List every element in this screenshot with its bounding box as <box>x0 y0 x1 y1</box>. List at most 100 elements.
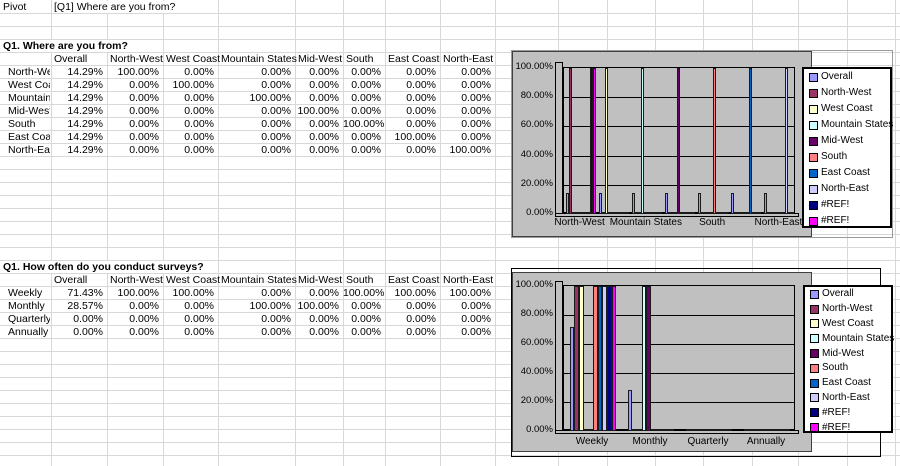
value-cell[interactable]: 0.00% <box>129 131 159 143</box>
value-cell[interactable]: 0.00% <box>184 326 214 338</box>
row-label-cell[interactable]: Weekly <box>8 287 43 299</box>
chart-bar[interactable] <box>753 429 758 431</box>
value-cell[interactable]: 0.00% <box>406 92 436 104</box>
chart-bar[interactable] <box>643 212 647 214</box>
value-cell[interactable]: 0.00% <box>184 131 214 143</box>
chart-bar[interactable] <box>613 212 617 214</box>
row-label-cell[interactable]: North-East <box>8 144 50 156</box>
chart-bar[interactable] <box>686 212 689 214</box>
chart-bar[interactable] <box>637 429 642 431</box>
value-cell[interactable]: 0.00% <box>129 92 159 104</box>
chart-bar[interactable] <box>674 212 677 214</box>
chart-bar[interactable] <box>597 286 603 431</box>
value-cell[interactable]: 0.00% <box>461 118 491 130</box>
chart-bar[interactable] <box>606 286 612 431</box>
chart-bar[interactable] <box>610 212 614 214</box>
column-header-cell[interactable]: South <box>346 53 374 65</box>
legend-entry[interactable]: Mid-West <box>804 133 890 149</box>
value-cell[interactable]: 0.00% <box>129 118 159 130</box>
chart-bar[interactable] <box>690 429 696 431</box>
value-cell[interactable]: 0.00% <box>261 131 291 143</box>
chart-bar[interactable] <box>692 212 695 214</box>
chart-bar[interactable] <box>785 429 791 431</box>
value-cell[interactable]: 0.00% <box>309 92 339 104</box>
column-header-cell[interactable]: South <box>346 274 374 286</box>
value-cell[interactable]: 14.29% <box>67 144 103 156</box>
chart-bar[interactable] <box>776 429 781 431</box>
value-cell[interactable]: 100.00% <box>394 287 436 299</box>
chart-bar[interactable] <box>689 212 692 214</box>
row-label-cell[interactable]: South <box>8 118 36 130</box>
chart-bar[interactable] <box>713 429 719 431</box>
chart-bar[interactable] <box>586 212 590 214</box>
row-label-cell[interactable]: Annually <box>8 326 49 338</box>
chart-bar[interactable] <box>718 429 723 431</box>
chart-bar[interactable] <box>632 429 638 431</box>
chart-bar[interactable] <box>583 212 587 214</box>
chart-bar[interactable] <box>664 429 670 431</box>
value-cell[interactable]: 100.00% <box>249 300 291 312</box>
value-cell[interactable]: 28.57% <box>67 300 103 312</box>
legend-entry[interactable]: North-East <box>804 181 890 197</box>
chart-bar[interactable] <box>764 193 768 214</box>
chart-bar[interactable] <box>685 429 691 431</box>
chart-bar[interactable] <box>598 193 602 214</box>
column-header-cell[interactable]: West Coast <box>166 274 221 286</box>
value-cell[interactable]: 0.00% <box>261 326 291 338</box>
chart-bar[interactable] <box>725 212 729 214</box>
value-cell[interactable]: 0.00% <box>351 92 381 104</box>
value-cell[interactable]: 14.29% <box>67 105 103 117</box>
chart-bar[interactable] <box>770 212 774 214</box>
value-cell[interactable]: 0.00% <box>309 118 339 130</box>
legend-entry[interactable]: Mountain States <box>805 331 894 346</box>
chart-bar[interactable] <box>649 212 653 214</box>
cell-pivot[interactable]: Pivot <box>3 1 27 13</box>
chart-plot-area[interactable] <box>563 285 795 431</box>
value-cell[interactable]: 0.00% <box>461 300 491 312</box>
value-cell[interactable]: 0.00% <box>406 118 436 130</box>
value-cell[interactable]: 0.00% <box>309 131 339 143</box>
legend-entry[interactable]: #REF! <box>805 405 891 420</box>
value-cell[interactable]: 0.00% <box>184 313 214 325</box>
value-cell[interactable]: 0.00% <box>406 300 436 312</box>
value-cell[interactable]: 0.00% <box>184 66 214 78</box>
value-cell[interactable]: 0.00% <box>309 326 339 338</box>
chart-bar[interactable] <box>640 68 644 214</box>
legend-entry[interactable]: #REF! <box>804 213 890 229</box>
row-label-cell[interactable]: Mountain States <box>8 92 50 104</box>
chart-bar[interactable] <box>622 212 626 214</box>
chart-plot-area[interactable] <box>563 67 795 214</box>
chart-bar[interactable] <box>731 193 735 214</box>
chart-bar[interactable] <box>740 212 744 214</box>
row-label-cell[interactable]: West Coast <box>8 79 50 91</box>
chart-bar[interactable] <box>791 212 795 214</box>
value-cell[interactable]: 0.00% <box>73 313 103 325</box>
chart-bar[interactable] <box>677 68 680 214</box>
value-cell[interactable]: 0.00% <box>184 92 214 104</box>
value-cell[interactable]: 0.00% <box>261 105 291 117</box>
value-cell[interactable]: 100.00% <box>343 287 385 299</box>
column-header-cell[interactable]: Mountain States <box>221 274 297 286</box>
legend-entry[interactable]: Mountain States <box>804 117 893 133</box>
chart-bar[interactable] <box>579 286 584 431</box>
value-cell[interactable]: 0.00% <box>184 105 214 117</box>
chart-bar[interactable] <box>625 212 629 214</box>
chart-bar[interactable] <box>665 193 668 214</box>
chart-bar[interactable] <box>580 212 584 214</box>
chart-bar[interactable] <box>588 429 593 431</box>
value-cell[interactable]: 0.00% <box>351 313 381 325</box>
value-cell[interactable]: 0.00% <box>406 326 436 338</box>
value-cell[interactable]: 0.00% <box>261 66 291 78</box>
value-cell[interactable]: 0.00% <box>184 144 214 156</box>
column-header-cell[interactable]: North-West <box>110 274 163 286</box>
chart-bar[interactable] <box>758 212 762 214</box>
chart-bar[interactable] <box>722 429 728 431</box>
row-label-cell[interactable]: Monthly <box>8 300 45 312</box>
value-cell[interactable]: 100.00% <box>343 118 385 130</box>
value-cell[interactable]: 100.00% <box>172 79 214 91</box>
legend-entry[interactable]: South <box>805 361 891 376</box>
chart-bar[interactable] <box>779 212 783 214</box>
chart-bar[interactable] <box>616 212 620 214</box>
row-label-cell[interactable]: Quarterly <box>8 313 50 325</box>
value-cell[interactable]: 0.00% <box>461 131 491 143</box>
